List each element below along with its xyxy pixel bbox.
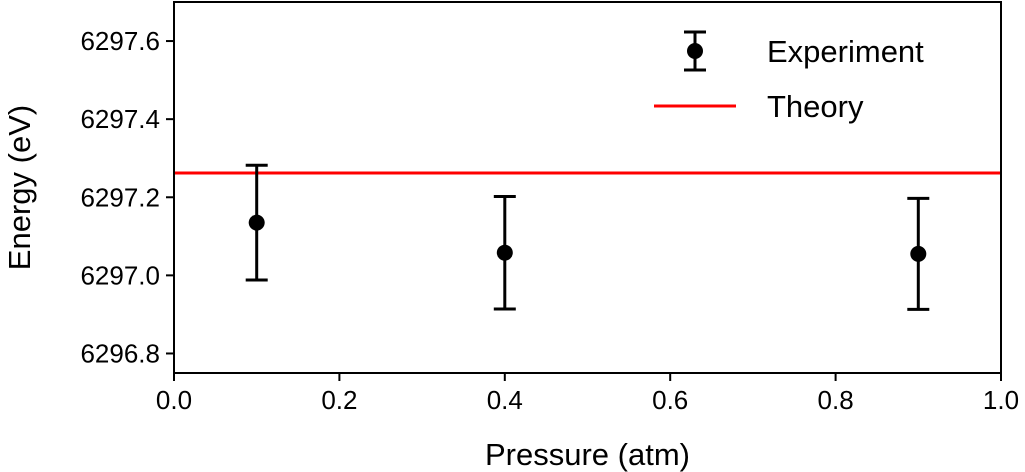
legend: Experiment Theory	[654, 30, 924, 124]
y-tick-label: 6297.6	[80, 26, 160, 56]
experiment-point	[496, 244, 513, 261]
legend-experiment-marker	[684, 30, 706, 72]
x-tick-label: 0.0	[156, 385, 192, 415]
x-tick-label: 0.2	[321, 385, 357, 415]
x-tick-label: 0.8	[818, 385, 854, 415]
y-tick-label: 6297.4	[80, 104, 160, 134]
y-axis: 6296.8 6297.0 6297.2 6297.4 6297.6	[80, 26, 174, 368]
y-tick-label: 6296.8	[80, 338, 160, 368]
x-tick-label: 1.0	[983, 385, 1019, 415]
x-axis-title: Pressure (atm)	[485, 437, 690, 472]
plot-frame	[173, 1, 1002, 374]
legend-point	[687, 43, 703, 59]
legend-experiment-label: Experiment	[767, 34, 924, 69]
experiment-point	[248, 214, 265, 231]
x-axis: 0.0 0.2 0.4 0.6 0.8 1.0	[156, 373, 1019, 415]
y-tick-label: 6297.0	[80, 260, 160, 290]
y-tick-label: 6297.2	[80, 182, 160, 212]
x-tick-label: 0.4	[487, 385, 523, 415]
y-axis-title: Energy (eV)	[2, 105, 37, 270]
experiment-point	[910, 245, 927, 262]
legend-theory-label: Theory	[767, 89, 864, 124]
plot-marks	[174, 163, 1001, 311]
x-tick-label: 0.6	[652, 385, 688, 415]
